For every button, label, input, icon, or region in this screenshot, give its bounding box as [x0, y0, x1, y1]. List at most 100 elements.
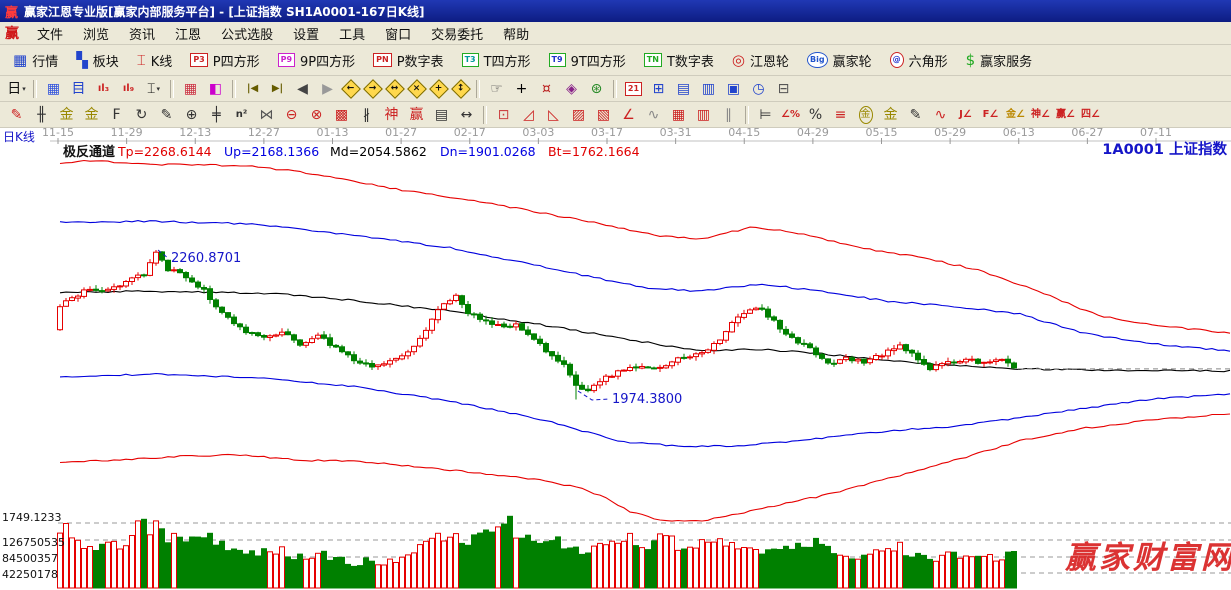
- profile-chart-icon[interactable]: ◧: [203, 77, 228, 100]
- menu-item-1[interactable]: 浏览: [83, 27, 110, 43]
- fan2-icon[interactable]: ◺: [541, 103, 566, 126]
- sectors-button[interactable]: ▚ 板块: [67, 47, 128, 74]
- vol9-chart-icon[interactable]: ıl₉: [116, 77, 141, 100]
- wave3-icon[interactable]: ∿: [928, 103, 953, 126]
- chart-area[interactable]: 11-15 11-29 12-13 12-27 01-13 01-27 02-17 03-03…: [0, 128, 1231, 590]
- candle-style-button[interactable]: ⌶ ▾: [141, 77, 166, 100]
- wave2-icon[interactable]: ∿: [641, 103, 666, 126]
- menu-item-0[interactable]: 文件: [37, 27, 64, 43]
- menu-item-8[interactable]: 交易委托: [431, 27, 484, 43]
- width-measure-icon[interactable]: ↔: [454, 103, 479, 126]
- winner-wheel-button[interactable]: Big 赢家轮: [798, 47, 881, 74]
- web-box-icon[interactable]: ▩: [329, 103, 354, 126]
- parallel-icon[interactable]: ∦: [354, 103, 379, 126]
- expand-v-button[interactable]: ↕: [451, 78, 471, 99]
- candles[interactable]: [57, 250, 1017, 400]
- crosshair-icon[interactable]: +: [509, 77, 534, 100]
- menu-item-6[interactable]: 工具: [339, 27, 366, 43]
- web-icon[interactable]: ⊗: [304, 103, 329, 126]
- calendar-icon[interactable]: 21: [621, 77, 646, 100]
- p-square-button[interactable]: P3 P四方形: [181, 47, 268, 74]
- f10-info-icon[interactable]: 目: [66, 77, 91, 100]
- hand-tool-icon[interactable]: ☞: [484, 77, 509, 100]
- frame-tool-icon[interactable]: ⊡: [491, 103, 516, 126]
- compress-button[interactable]: ×: [407, 78, 427, 99]
- gold-grid2-icon[interactable]: 金: [79, 103, 104, 126]
- t-square-button[interactable]: T3 T四方形: [453, 47, 540, 74]
- grid-red-icon[interactable]: ▦: [666, 103, 691, 126]
- hexagon-button[interactable]: @ 六角形: [881, 47, 957, 74]
- f-angle-icon[interactable]: F∠: [978, 103, 1003, 126]
- shen-tool-icon[interactable]: 神: [379, 103, 404, 126]
- ying-tool-icon[interactable]: 赢: [404, 103, 429, 126]
- gold-angle-icon[interactable]: 金∠: [1003, 103, 1028, 126]
- count-ruler-icon[interactable]: ▤: [429, 103, 454, 126]
- measure-icon[interactable]: ¤: [534, 77, 559, 100]
- menu-item-5[interactable]: 设置: [293, 27, 320, 43]
- angle-tool-icon[interactable]: ∠: [616, 103, 641, 126]
- menu-item-7[interactable]: 窗口: [385, 27, 412, 43]
- mirror-icon[interactable]: ⋈: [254, 103, 279, 126]
- history-save-icon[interactable]: ◷: [746, 77, 771, 100]
- menu-item-2[interactable]: 资讯: [129, 27, 156, 43]
- ruler2-icon[interactable]: ╪: [204, 103, 229, 126]
- p9-square-button[interactable]: P9 9P四方形: [269, 47, 365, 74]
- circle-measure-icon[interactable]: ⊕: [179, 103, 204, 126]
- pen3-icon[interactable]: ✎: [903, 103, 928, 126]
- lines-icon[interactable]: ∥: [716, 103, 741, 126]
- fibo-ruler-icon[interactable]: F: [104, 103, 129, 126]
- grid-red2-icon[interactable]: ▥: [691, 103, 716, 126]
- gold-lines-icon[interactable]: 金: [878, 103, 903, 126]
- price-scale-icon[interactable]: ⊨: [753, 103, 778, 126]
- t-number-table-button[interactable]: TN T数字表: [635, 47, 723, 74]
- gann-circle-icon[interactable]: ⊖: [279, 103, 304, 126]
- kline-button[interactable]: ⌶ K线: [128, 47, 182, 74]
- notes-icon[interactable]: ▥: [696, 77, 721, 100]
- vol3-chart-icon[interactable]: ıl₃: [91, 77, 116, 100]
- menu-item-3[interactable]: 江恩: [175, 27, 202, 43]
- angle-percent-icon[interactable]: ∠%: [778, 103, 803, 126]
- calculator-icon[interactable]: ⊞: [646, 77, 671, 100]
- zoom-in-button[interactable]: +: [429, 78, 449, 99]
- t9-square-button[interactable]: T9 9T四方形: [540, 47, 635, 74]
- prev-bar-icon[interactable]: ◀: [290, 77, 315, 100]
- si-angle-icon[interactable]: 四∠: [1078, 103, 1103, 126]
- pattern-box-icon[interactable]: ▦: [178, 77, 203, 100]
- period-day-button[interactable]: 日 ▾: [4, 77, 29, 100]
- percent-icon[interactable]: %: [803, 103, 828, 126]
- menu-item-4[interactable]: 公式选股: [221, 27, 274, 43]
- gann-shape-icon[interactable]: ◈: [559, 77, 584, 100]
- pan-right-button[interactable]: →: [363, 78, 383, 99]
- kline-chart[interactable]: 11-15 11-29 12-13 12-27 01-13 01-27 02-17 03-03…: [0, 128, 1231, 590]
- quotes-button[interactable]: ▦ 行情: [4, 47, 67, 74]
- volume-bars[interactable]: [57, 515, 1017, 589]
- shen-angle-icon[interactable]: 神∠: [1028, 103, 1053, 126]
- brush-icon[interactable]: ✎: [4, 103, 29, 126]
- winner-service-button[interactable]: $ 赢家服务: [957, 47, 1042, 74]
- last-bar-icon[interactable]: ▶|: [265, 77, 290, 100]
- gold-circle-icon[interactable]: 金: [853, 103, 878, 126]
- next-bar-icon[interactable]: ▶: [315, 77, 340, 100]
- quote-board-icon[interactable]: ▤: [671, 77, 696, 100]
- ying-angle-icon[interactable]: 赢∠: [1053, 103, 1078, 126]
- gold-grid-icon[interactable]: 金: [54, 103, 79, 126]
- wave-tool-icon[interactable]: ⊛: [584, 77, 609, 100]
- fan-box2-icon[interactable]: ▧: [591, 103, 616, 126]
- expand-h-button[interactable]: ↔: [385, 78, 405, 99]
- save-icon[interactable]: ▣: [721, 77, 746, 100]
- first-bar-icon[interactable]: |◀: [240, 77, 265, 100]
- ruler-grid-icon[interactable]: ╫: [29, 103, 54, 126]
- fan-icon[interactable]: ◿: [516, 103, 541, 126]
- p-number-table-button[interactable]: PN P数字表: [364, 47, 452, 74]
- n2-icon[interactable]: n²: [229, 103, 254, 126]
- gann-wheel-button[interactable]: ◎ 江恩轮: [723, 47, 798, 74]
- spiral-icon[interactable]: ↻: [129, 103, 154, 126]
- j-angle-icon[interactable]: J∠: [953, 103, 978, 126]
- region-select-icon[interactable]: ▦: [41, 77, 66, 100]
- pan-left-button[interactable]: ←: [341, 78, 361, 99]
- fan-box-icon[interactable]: ▨: [566, 103, 591, 126]
- menu-item-9[interactable]: 帮助: [503, 27, 530, 43]
- pen2-icon[interactable]: ✎: [154, 103, 179, 126]
- percent-lines-icon[interactable]: ≡: [828, 103, 853, 126]
- print-icon[interactable]: ⊟: [771, 77, 796, 100]
